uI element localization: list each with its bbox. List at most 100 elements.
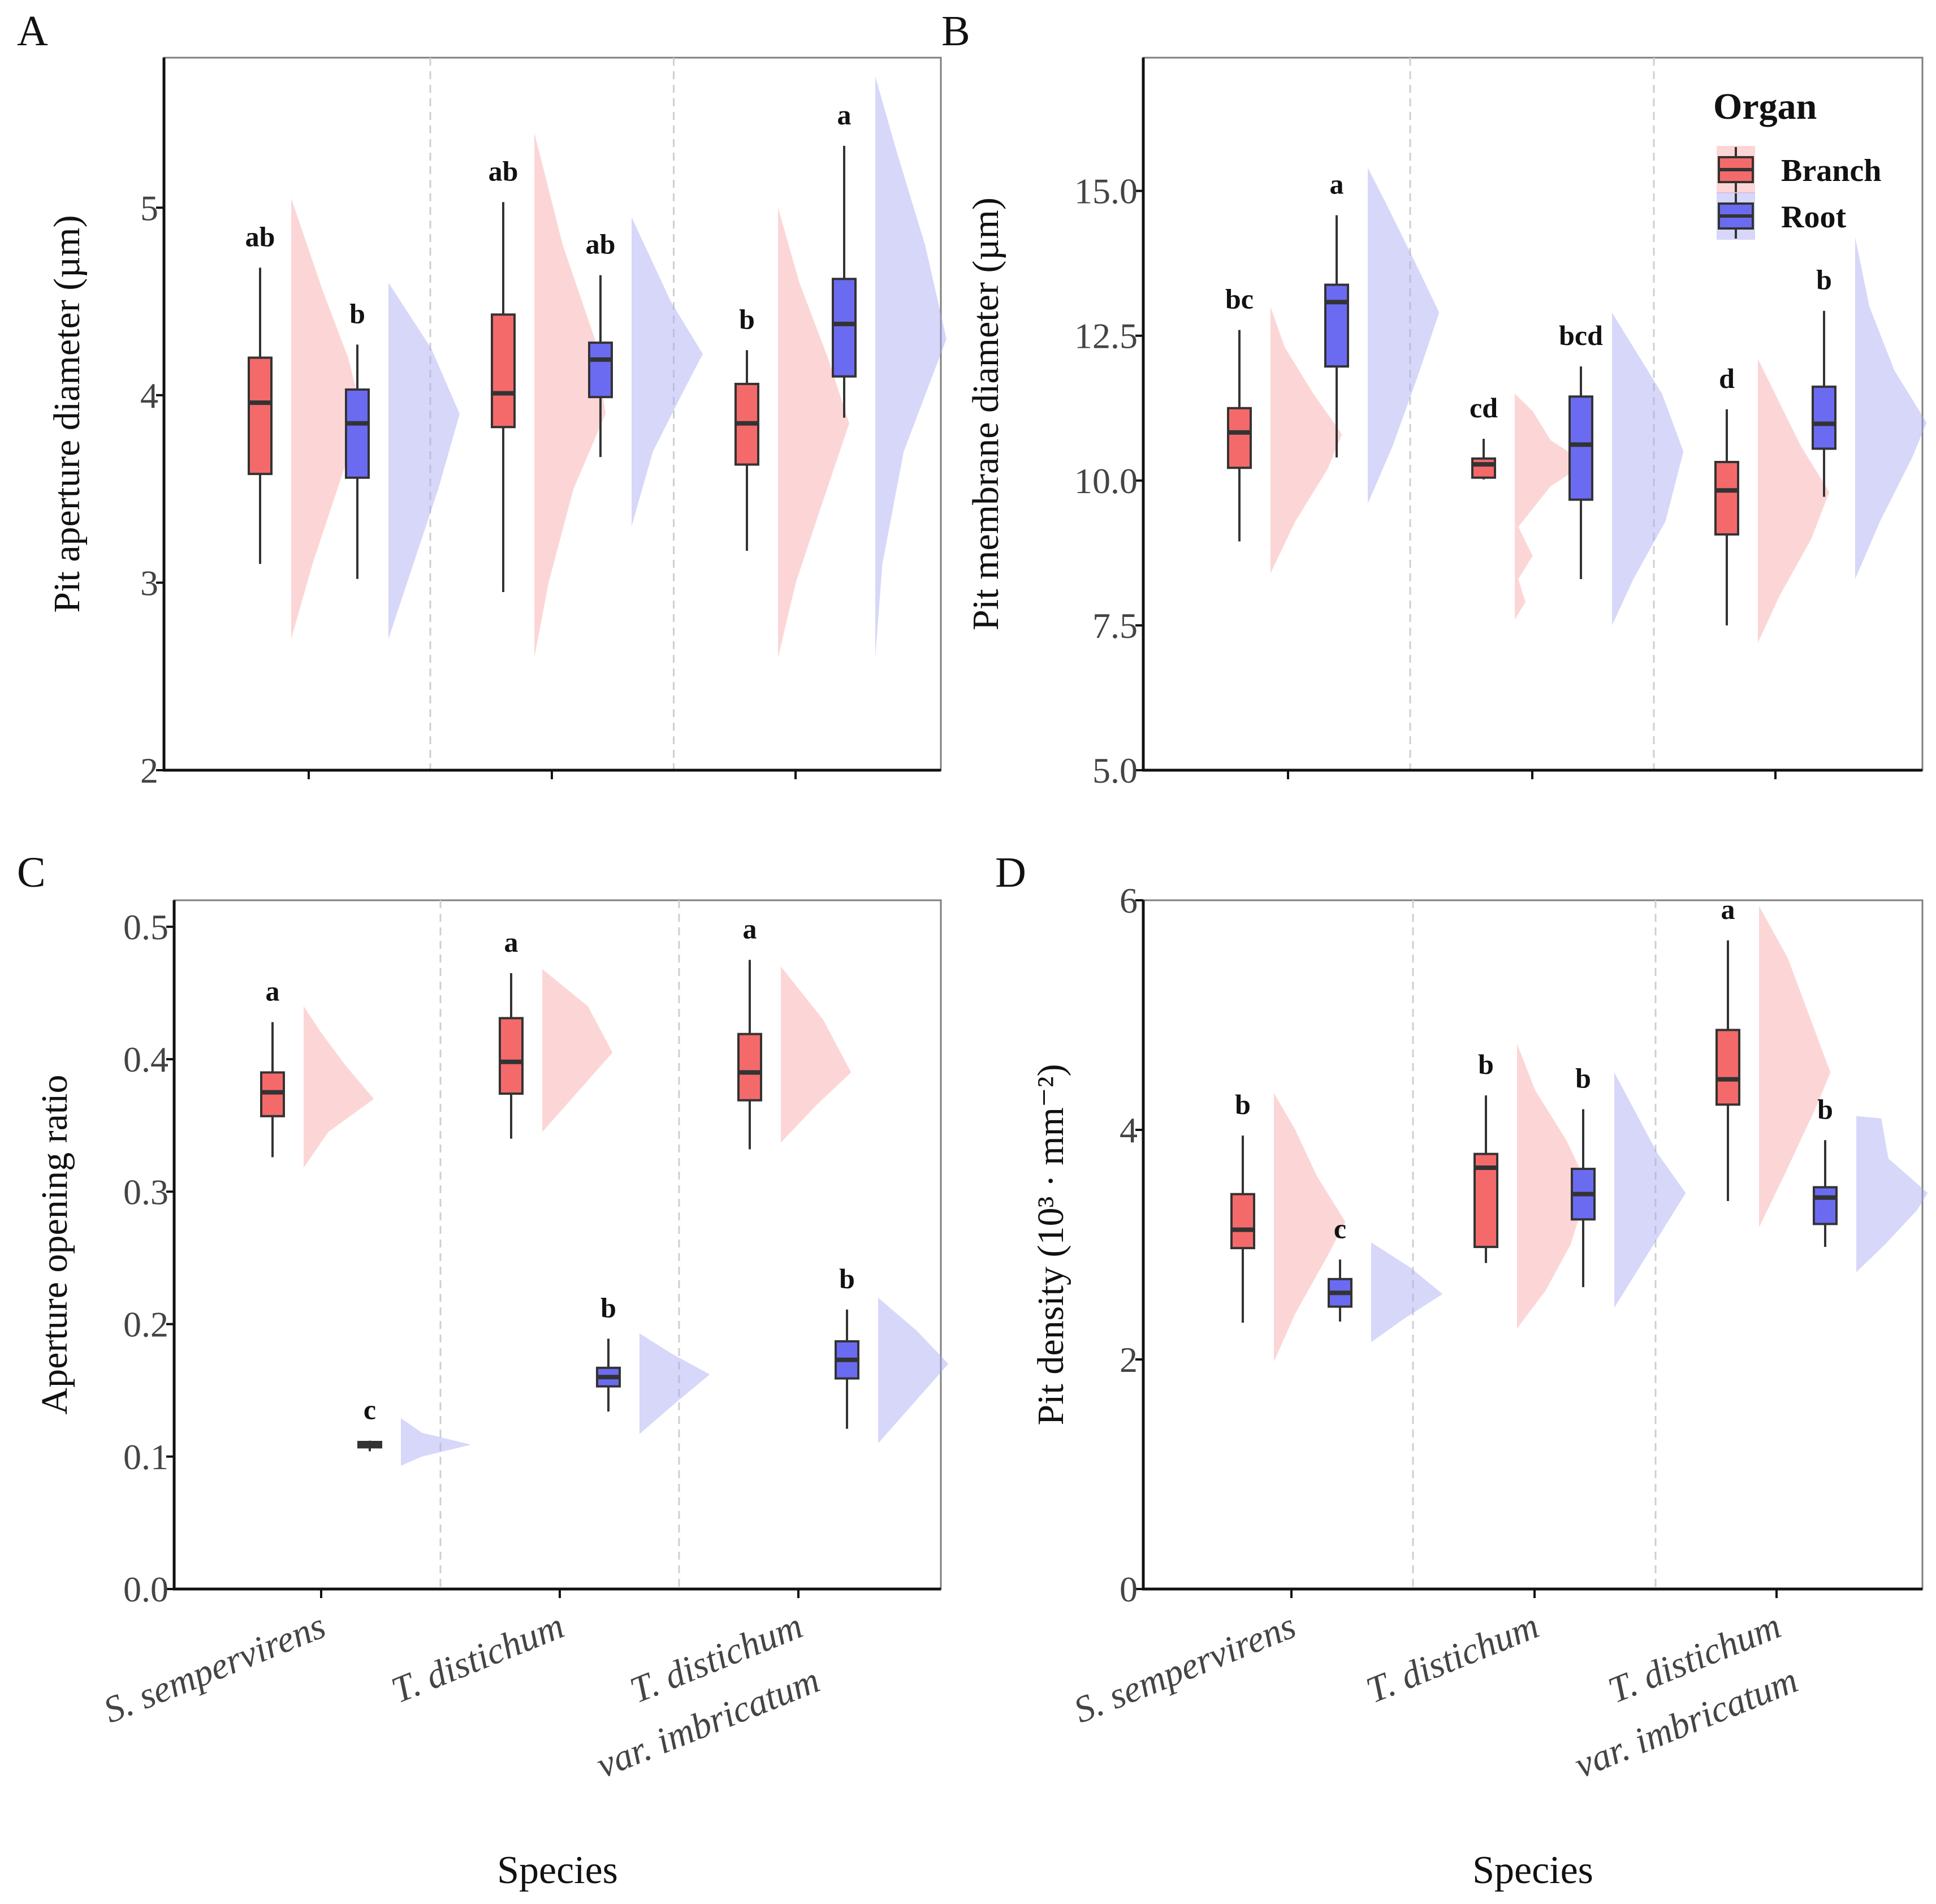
x-axis-title: Species bbox=[497, 1849, 618, 1892]
group-root: b bbox=[1812, 237, 1927, 579]
iqr-box bbox=[1715, 1029, 1740, 1106]
iqr-box bbox=[345, 388, 370, 479]
y-tick-label: 2 bbox=[140, 750, 158, 791]
density-half-violin bbox=[534, 132, 606, 658]
significance-letter: b bbox=[839, 1263, 855, 1294]
density-half-violin bbox=[1758, 359, 1830, 643]
significance-letter: b bbox=[1816, 264, 1832, 296]
significance-letter: a bbox=[837, 99, 852, 131]
density-half-violin bbox=[778, 208, 849, 658]
y-tick-label: 0 bbox=[1120, 1569, 1138, 1609]
significance-letter: d bbox=[1719, 362, 1735, 394]
significance-letter: b bbox=[1235, 1089, 1251, 1120]
panel-letter: D bbox=[995, 849, 1026, 896]
y-tick-label: 0.2 bbox=[123, 1305, 168, 1345]
group-root: ab bbox=[586, 217, 703, 526]
legend-key-root bbox=[1717, 192, 1755, 240]
y-tick-label: 4 bbox=[140, 375, 158, 416]
density-half-violin bbox=[1856, 1116, 1928, 1272]
panel-letter: C bbox=[17, 849, 46, 896]
iqr-box bbox=[1568, 395, 1593, 501]
group-branch: a bbox=[260, 975, 374, 1168]
significance-letter: b bbox=[739, 303, 755, 335]
y-tick-label: 5.0 bbox=[1092, 750, 1138, 791]
iqr-box bbox=[1230, 1193, 1255, 1250]
group-branch: b bbox=[734, 208, 849, 658]
iqr-box bbox=[832, 278, 857, 378]
iqr-box bbox=[737, 1033, 762, 1102]
iqr-box bbox=[1812, 385, 1836, 450]
significance-letter: b bbox=[1817, 1093, 1833, 1125]
density-half-violin bbox=[291, 198, 362, 639]
density-half-violin bbox=[1759, 906, 1831, 1228]
significance-letter: a bbox=[266, 975, 280, 1007]
significance-letter: b bbox=[1575, 1062, 1591, 1094]
density-half-violin bbox=[875, 76, 947, 658]
significance-letter: b bbox=[600, 1292, 616, 1323]
y-tick-label: 0.0 bbox=[123, 1569, 168, 1609]
density-half-violin bbox=[1270, 306, 1342, 573]
y-tick-label: 4 bbox=[1120, 1110, 1138, 1150]
density-half-violin bbox=[1614, 1072, 1686, 1308]
density-half-violin bbox=[639, 1333, 710, 1434]
significance-letter: b bbox=[349, 297, 365, 329]
panel-A: ab b ab ab b a 2 3 4 5 Pit aperture diameter (µm) A bbox=[17, 7, 947, 791]
iqr-box bbox=[1324, 283, 1349, 368]
y-axis-title: Pit aperture diameter (µm) bbox=[46, 215, 88, 612]
panel-letter: A bbox=[17, 7, 48, 55]
group-branch: a bbox=[1715, 893, 1831, 1228]
legend-label: Branch bbox=[1781, 153, 1881, 188]
density-half-violin bbox=[304, 1006, 374, 1168]
density-half-violin bbox=[401, 1418, 472, 1466]
y-tick-label: 7.5 bbox=[1092, 606, 1138, 646]
density-half-violin bbox=[878, 1297, 949, 1444]
density-half-violin bbox=[388, 282, 460, 639]
density-half-violin bbox=[1612, 312, 1684, 625]
panel-letter: B bbox=[941, 7, 970, 55]
iqr-box bbox=[588, 342, 613, 399]
y-axis-title: Pit density (10³ · mm⁻²) bbox=[1030, 1064, 1071, 1425]
y-tick-label: 15.0 bbox=[1074, 171, 1138, 211]
significance-letter: ab bbox=[586, 228, 616, 260]
iqr-box bbox=[1227, 407, 1252, 469]
x-axis-title: Species bbox=[1472, 1849, 1593, 1892]
density-half-violin bbox=[1371, 1242, 1443, 1342]
significance-letter: a bbox=[1330, 169, 1344, 200]
iqr-box bbox=[1714, 461, 1739, 536]
y-tick-label: 0.3 bbox=[123, 1172, 168, 1212]
group-root: a bbox=[1324, 167, 1440, 504]
group-root: b bbox=[596, 1292, 710, 1434]
group-root: c bbox=[1328, 1212, 1443, 1342]
y-tick-label: 0.4 bbox=[123, 1039, 168, 1080]
significance-letter: cd bbox=[1470, 392, 1498, 424]
group-branch: d bbox=[1714, 359, 1830, 643]
significance-letter: bc bbox=[1225, 283, 1254, 314]
significance-letter: ab bbox=[489, 155, 518, 187]
density-half-violin bbox=[1368, 167, 1440, 504]
panel-B: bc a cd bcd d b 5.0 7.5 10.0 12.5 15.0 Pit membrane… bbox=[941, 7, 1927, 791]
density-half-violin bbox=[1274, 1093, 1346, 1362]
group-branch: b bbox=[1230, 1089, 1346, 1362]
y-tick-label: 0.1 bbox=[123, 1437, 168, 1477]
iqr-box bbox=[499, 1017, 524, 1095]
iqr-box bbox=[1813, 1186, 1838, 1225]
group-branch: bc bbox=[1225, 283, 1342, 573]
group-branch: ab bbox=[245, 198, 362, 639]
y-axis-title: Pit membrane diameter (µm) bbox=[965, 197, 1006, 631]
group-root: c bbox=[357, 1394, 472, 1466]
group-branch: ab bbox=[489, 132, 606, 658]
y-tick-label: 10.0 bbox=[1074, 461, 1138, 501]
y-tick-label: 6 bbox=[1120, 880, 1138, 921]
y-tick-label: 12.5 bbox=[1074, 316, 1138, 356]
group-branch: cd bbox=[1470, 392, 1587, 620]
significance-letter: b bbox=[1478, 1048, 1494, 1080]
density-half-violin bbox=[1855, 237, 1927, 579]
group-branch: a bbox=[737, 913, 852, 1150]
legend-title: Organ bbox=[1713, 86, 1817, 127]
legend-key-branch bbox=[1717, 146, 1755, 193]
group-root: bcd bbox=[1559, 312, 1684, 625]
y-tick-label: 0.5 bbox=[123, 907, 168, 947]
group-branch: b bbox=[1473, 1043, 1589, 1329]
significance-letter: ab bbox=[245, 221, 275, 252]
